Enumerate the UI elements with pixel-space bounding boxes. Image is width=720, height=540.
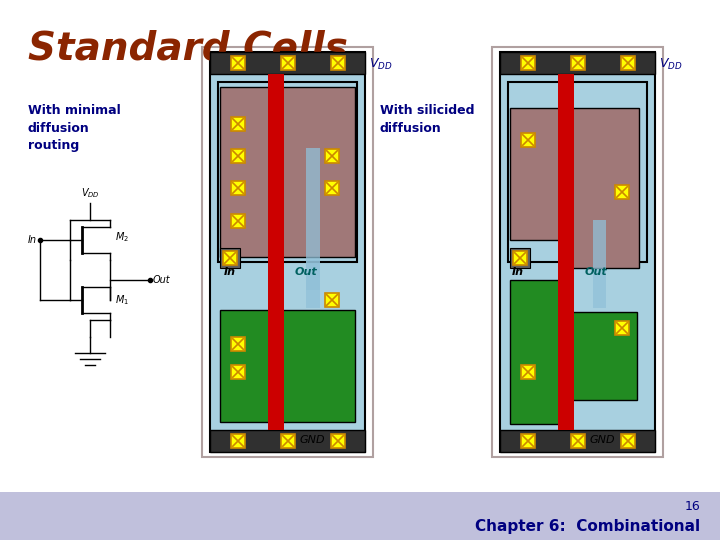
Text: diffusion: diffusion — [28, 122, 90, 134]
Bar — [500, 52, 655, 452]
Bar — [231, 117, 245, 131]
Bar — [202, 47, 373, 457]
Bar — [565, 108, 639, 268]
Bar — [508, 82, 647, 262]
Bar — [268, 74, 284, 430]
Bar — [500, 430, 655, 452]
Bar — [210, 52, 365, 74]
Text: 16: 16 — [684, 500, 700, 512]
Bar — [615, 185, 629, 199]
Bar — [571, 56, 585, 70]
Bar — [565, 312, 637, 400]
Text: With silicided: With silicided — [380, 104, 474, 117]
Bar — [325, 181, 339, 195]
Bar — [231, 434, 245, 448]
Bar — [306, 260, 320, 290]
Bar — [220, 310, 355, 422]
Bar — [231, 214, 245, 228]
Bar — [218, 82, 357, 262]
Text: $M_2$: $M_2$ — [115, 230, 129, 244]
Text: In: In — [512, 267, 524, 277]
Bar — [621, 56, 635, 70]
Bar — [521, 365, 535, 379]
Bar — [571, 434, 585, 448]
Bar — [210, 430, 365, 452]
Bar — [621, 434, 635, 448]
Bar — [223, 251, 237, 265]
Bar — [220, 87, 355, 257]
Text: With minimal: With minimal — [28, 104, 121, 117]
Bar — [331, 434, 345, 448]
Text: GND: GND — [590, 435, 616, 445]
Bar — [231, 56, 245, 70]
Text: In: In — [28, 235, 37, 245]
Text: $V_{DD}$: $V_{DD}$ — [81, 186, 99, 200]
Bar — [281, 434, 295, 448]
Bar — [521, 434, 535, 448]
Text: $V_{DD}$: $V_{DD}$ — [659, 57, 683, 71]
Bar — [558, 74, 574, 430]
Bar — [521, 56, 535, 70]
Text: In: In — [224, 267, 236, 277]
Bar — [492, 47, 663, 457]
Bar — [325, 149, 339, 163]
Bar — [510, 280, 568, 424]
Text: routing: routing — [28, 139, 79, 152]
Bar — [220, 248, 240, 268]
Bar — [521, 133, 535, 147]
Bar — [510, 248, 530, 268]
Text: Out: Out — [153, 275, 171, 285]
Text: GND: GND — [300, 435, 325, 445]
Text: Out: Out — [585, 267, 608, 277]
Text: Standard Cells: Standard Cells — [28, 30, 348, 68]
Bar — [0, 492, 720, 540]
Text: Out: Out — [295, 267, 318, 277]
Bar — [210, 52, 365, 452]
Bar — [500, 52, 655, 74]
Text: diffusion: diffusion — [380, 122, 442, 134]
Bar — [331, 56, 345, 70]
Bar — [325, 293, 339, 307]
Bar — [231, 365, 245, 379]
Bar — [231, 181, 245, 195]
Text: $V_{DD}$: $V_{DD}$ — [369, 57, 392, 71]
Bar — [593, 220, 606, 308]
Text: Chapter 6:  Combinational: Chapter 6: Combinational — [475, 518, 700, 534]
Bar — [513, 251, 527, 265]
Bar — [510, 108, 568, 240]
Bar — [306, 148, 320, 308]
Bar — [231, 149, 245, 163]
Bar — [281, 56, 295, 70]
Bar — [231, 337, 245, 351]
Bar — [615, 321, 629, 335]
Text: $M_1$: $M_1$ — [115, 293, 129, 307]
